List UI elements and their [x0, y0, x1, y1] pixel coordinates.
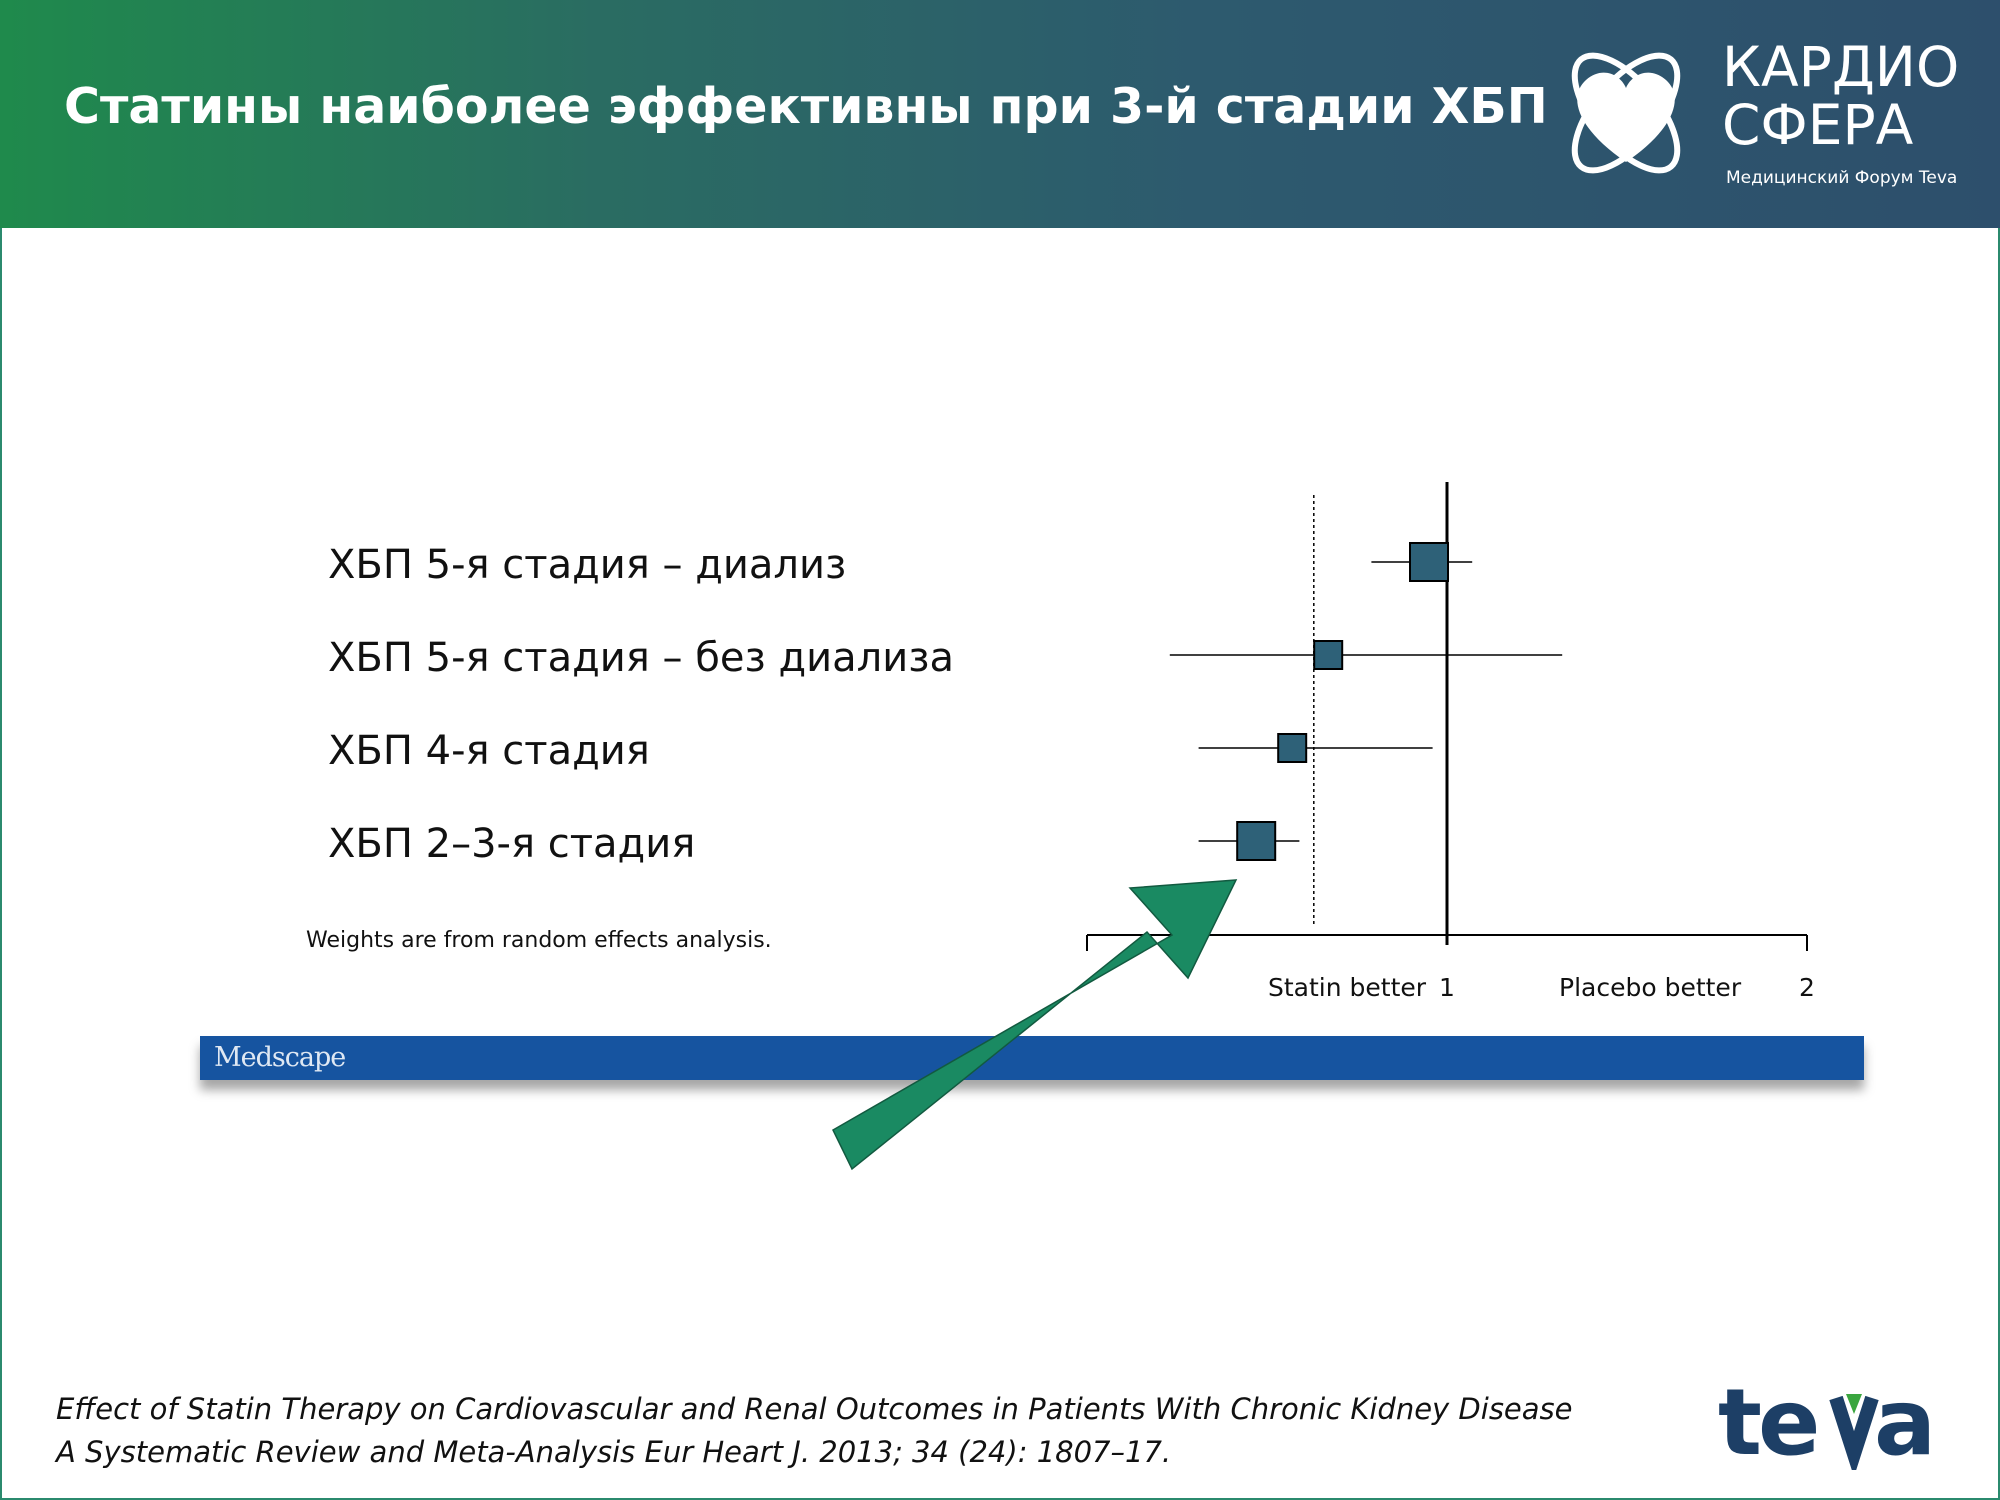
placebo-better-label: Placebo better	[1559, 973, 1742, 1002]
citation-line-2: A Systematic Review and Meta-Analysis Eu…	[56, 1435, 1172, 1469]
citation: Effect of Statin Therapy on Cardiovascul…	[56, 1388, 1573, 1474]
header-bar: Статины наиболее эффективны при 3-й стад…	[0, 0, 2000, 228]
heart-orbit-logo-icon	[1571, 52, 1681, 174]
row-label-1: ХБП 5-я стадия – диализ	[328, 542, 847, 588]
medscape-bar: Medscape	[200, 1036, 1864, 1080]
weights-note: Weights are from random effects analysis…	[306, 928, 772, 953]
row-label-2: ХБП 5-я стадия – без диализа	[328, 635, 955, 681]
estimate-marker-2	[1313, 640, 1344, 670]
medscape-logo: Medscape	[214, 1042, 346, 1073]
teva-logo-icon: te a	[1718, 1370, 1936, 1470]
x-tick-label-2: 2	[1799, 973, 1815, 1002]
svg-text:te: te	[1718, 1370, 1816, 1470]
row-label-4: ХБП 2–3-я стадия	[328, 821, 696, 867]
estimate-marker-4	[1236, 821, 1277, 861]
citation-line-1: Effect of Statin Therapy on Cardiovascul…	[56, 1392, 1573, 1426]
slide-title: Статины наиболее эффективны при 3-й стад…	[64, 78, 1548, 135]
brand-name: КАРДИО СФЕРА	[1722, 35, 1960, 157]
statin-better-label: Statin better	[1268, 973, 1427, 1002]
estimate-marker-3	[1277, 733, 1308, 763]
estimate-marker-1	[1409, 542, 1449, 582]
row-label-3: ХБП 4-я стадия	[328, 728, 650, 774]
x-tick-label-1: 1	[1439, 973, 1455, 1002]
brand-subtitle: Медицинский Форум Teva	[1726, 168, 1958, 188]
svg-text:a: a	[1874, 1370, 1936, 1470]
